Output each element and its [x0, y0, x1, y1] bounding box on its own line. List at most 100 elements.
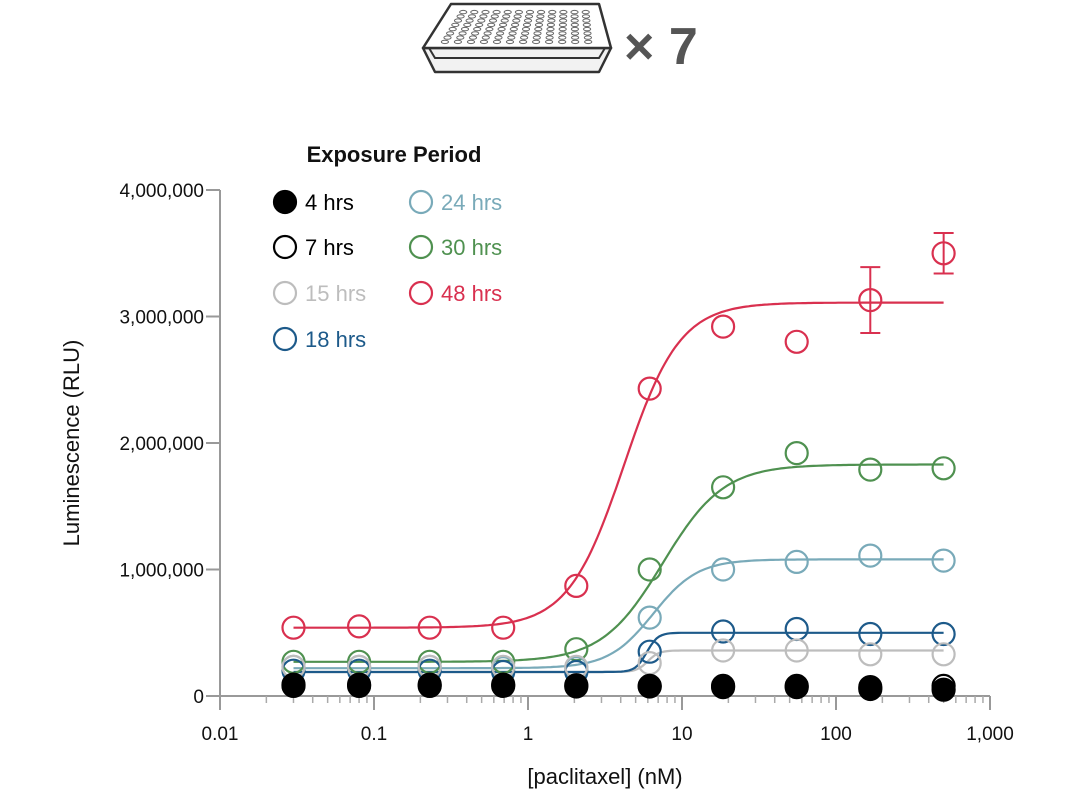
plate-well [546, 26, 555, 32]
data-point-48-hrs [491, 615, 516, 640]
legend-title: Exposure Period [307, 142, 482, 167]
plate-well [496, 31, 505, 36]
plate-well [571, 39, 580, 45]
y-tick-label: 3,000,000 [119, 308, 204, 329]
legend-label-4-hrs: 4 hrs [305, 190, 354, 215]
plate-well [520, 35, 529, 40]
plate-well [558, 31, 567, 36]
y-tick-label: 4,000,000 [119, 181, 204, 202]
plate-well [559, 9, 568, 15]
legend-label-30-hrs: 30 hrs [441, 235, 502, 260]
plate-well [448, 26, 457, 32]
plate-well [490, 14, 499, 19]
data-point-24-hrs [931, 548, 956, 573]
plate-well [481, 35, 490, 40]
plate-well [470, 9, 479, 15]
data-point-48-hrs [281, 615, 306, 640]
plate-well [583, 35, 592, 40]
y-tick-label: 1,000,000 [119, 561, 204, 582]
fit-curve-24-hrs [293, 558, 944, 670]
plate-well [558, 26, 567, 32]
x-tick-label: 1,000 [966, 724, 1014, 745]
plate-well [570, 26, 579, 32]
data-point-48-hrs [564, 573, 589, 599]
y-tick-label: 0 [193, 687, 204, 708]
plate-well [545, 39, 554, 45]
plate-well [481, 9, 490, 15]
legend-marker-7-hrs [272, 234, 298, 260]
data-point-18-hrs [931, 621, 956, 647]
x-axis-title: [paclitaxel] (nM) [527, 764, 682, 789]
fit-curve-48-hrs [293, 301, 944, 629]
plate-well [451, 22, 460, 28]
plate-well [558, 39, 567, 45]
plate-well [465, 18, 474, 23]
plate-well [499, 22, 508, 28]
plate-well [535, 18, 544, 23]
plate-well [473, 26, 482, 32]
plate-well [583, 26, 592, 32]
plate-well [508, 31, 517, 36]
plate-well [485, 26, 494, 32]
axes: 0.01 0.1 1 10 100 1,000 0 1,000,000 2,000,000 3,0… [59, 181, 1014, 789]
plate-well [534, 22, 544, 28]
plate-well [440, 39, 449, 45]
plate-well [512, 18, 521, 23]
plate-well [453, 18, 463, 23]
data-point-18-hrs [710, 619, 736, 644]
data-point-48-hrs [931, 241, 956, 266]
data-point-15-hrs [710, 638, 736, 663]
plate-well [479, 14, 488, 19]
legend-label-18-hrs: 18 hrs [305, 327, 366, 352]
data-points [281, 232, 956, 702]
plate-well [559, 14, 568, 19]
plate-well [456, 35, 465, 40]
data-point-18-hrs [858, 621, 883, 647]
plate-well [523, 18, 533, 23]
legend-label-24-hrs: 24 hrs [441, 190, 502, 215]
fit-curve-30-hrs [293, 463, 944, 663]
data-point-15-hrs [784, 638, 809, 663]
x-tick-label: 0.01 [202, 724, 239, 745]
plate-well [546, 22, 555, 28]
plate-well [533, 31, 542, 36]
plate-well [475, 22, 484, 28]
data-point-48-hrs [637, 376, 662, 401]
data-point-4-hrs [281, 673, 306, 699]
legend-marker-24-hrs [408, 189, 434, 215]
plate-well [581, 9, 590, 15]
plate-well [545, 35, 554, 40]
data-point-48-hrs [347, 614, 372, 639]
fit-curve-18-hrs [293, 631, 944, 674]
plate-well [571, 35, 580, 40]
plate-well [521, 26, 531, 32]
plate-well [511, 22, 520, 28]
plate-well [570, 9, 579, 15]
plate-well [581, 14, 591, 19]
plate-well [514, 9, 524, 15]
plate-well [446, 31, 455, 36]
data-point-4-hrs [858, 676, 883, 702]
plate-well [492, 39, 502, 45]
data-point-48-hrs [417, 615, 442, 640]
plate-well [500, 18, 509, 23]
plate-well [471, 31, 480, 36]
plate-well [503, 9, 512, 15]
fit-curves [293, 301, 944, 674]
legend-label-15-hrs: 15 hrs [305, 281, 366, 306]
plate-well [537, 9, 546, 15]
plate-well [463, 22, 472, 28]
data-point-24-hrs [710, 557, 736, 582]
plate-well [559, 18, 568, 23]
plate-well [558, 35, 567, 40]
legend: Exposure Period 4 hrs 7 hrs 15 hrs 18 hrs 24… [272, 142, 502, 352]
plate-count-label: × 7 [624, 18, 698, 76]
plate-well [570, 22, 579, 28]
data-point-30-hrs [710, 475, 736, 500]
data-point-4-hrs [417, 673, 442, 699]
legend-marker-15-hrs [272, 280, 298, 306]
x-tick-label: 100 [820, 724, 852, 745]
plate-well [547, 18, 556, 23]
legend-marker-30-hrs [408, 234, 434, 260]
